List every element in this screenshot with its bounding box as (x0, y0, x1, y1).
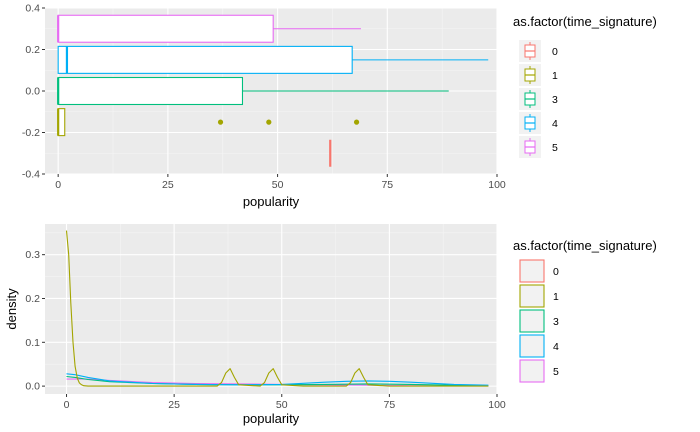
legend-key-4 (519, 112, 541, 134)
y-tick-label: 0.0 (25, 86, 40, 98)
legend-key-5 (519, 136, 541, 158)
x-tick-label: 0 (64, 399, 70, 411)
x-tick-label: 100 (488, 179, 506, 191)
density-y-axis-label: density (4, 288, 19, 330)
density-marks (65, 230, 489, 387)
y-tick-label: -0.4 (22, 169, 40, 181)
density-minor-gridlines (45, 224, 497, 394)
legend-key-0 (519, 259, 545, 283)
x-tick-label: 25 (162, 179, 174, 191)
y-tick-label: 0.4 (25, 3, 40, 15)
outlier-point (353, 119, 360, 125)
x-tick-label: 50 (276, 399, 288, 411)
box-4 (57, 45, 489, 74)
x-tick-label: 0 (55, 179, 61, 191)
density-legend: as.factor(time_signature) 0 1 3 4 5 (513, 238, 657, 383)
legend-key-1 (519, 284, 545, 308)
density-plot-background (45, 224, 497, 394)
y-tick-label: -0.2 (22, 127, 40, 139)
density-x-gridlines (65, 224, 498, 394)
y-tick-label: 0.2 (25, 293, 40, 305)
x-tick-label: 100 (488, 399, 506, 411)
legend-label: 4 (553, 341, 559, 353)
box-1 (57, 108, 360, 137)
legend-label: 1 (553, 291, 559, 303)
box-body (57, 14, 274, 43)
legend-label: 5 (553, 366, 559, 378)
y-tick-label: 0.0 (25, 381, 40, 393)
legend-key-5 (519, 359, 545, 383)
boxplot-legend-title: as.factor(time_signature) (513, 14, 657, 29)
x-tick-label: 25 (168, 399, 180, 411)
x-tick-label: 75 (381, 179, 393, 191)
y-tick-label: 0.1 (25, 337, 40, 349)
boxplot-x-axis-label: popularity (243, 194, 300, 209)
density-legend-title: as.factor(time_signature) (513, 238, 657, 253)
density-panel: 0 25 50 75 100 0.00.10.20.3 popularity densi… (4, 224, 657, 426)
legend-key-1 (519, 64, 541, 86)
box-3 (57, 76, 449, 106)
boxplot-marks (57, 14, 489, 167)
density-x-axis-label: popularity (243, 411, 300, 426)
legend-key-3 (519, 88, 541, 110)
legend-label: 1 (552, 70, 558, 82)
legend-key-4 (519, 334, 545, 358)
box-body (57, 76, 244, 106)
density-y-axis-ticks: 0.0 0.1 0.2 0.3 (25, 249, 45, 393)
density-line-1 (65, 230, 489, 387)
legend-label: 0 (553, 266, 559, 278)
legend-label: 3 (553, 316, 559, 328)
outlier-point (217, 119, 224, 125)
legend-label: 4 (552, 118, 558, 130)
legend-label: 3 (552, 94, 558, 106)
legend-key-0 (519, 40, 541, 62)
legend-key-3 (519, 309, 545, 333)
boxplot-x-axis-ticks: 0 25 50 75 100 (55, 174, 506, 191)
outlier-point (266, 119, 272, 125)
legend-label: 5 (552, 142, 558, 154)
y-tick-label: 0.2 (25, 44, 40, 56)
box-5 (57, 14, 361, 43)
legend-label: 0 (552, 46, 558, 58)
boxplot-legend: as.factor(time_signature) 0 1 3 4 5 (513, 14, 657, 158)
y-tick-label: 0.3 (25, 249, 40, 261)
x-tick-label: 50 (272, 179, 284, 191)
boxplot-panel: 0 25 50 75 100 -0.4-0.20.00.20.4 popularity … (22, 3, 657, 210)
box-body (57, 45, 353, 74)
x-tick-label: 75 (384, 399, 396, 411)
density-x-axis-ticks: 0 25 50 75 100 (64, 394, 506, 411)
boxplot-y-axis-ticks: -0.4 -0.2 0.0 0.2 0.4 (22, 3, 45, 181)
